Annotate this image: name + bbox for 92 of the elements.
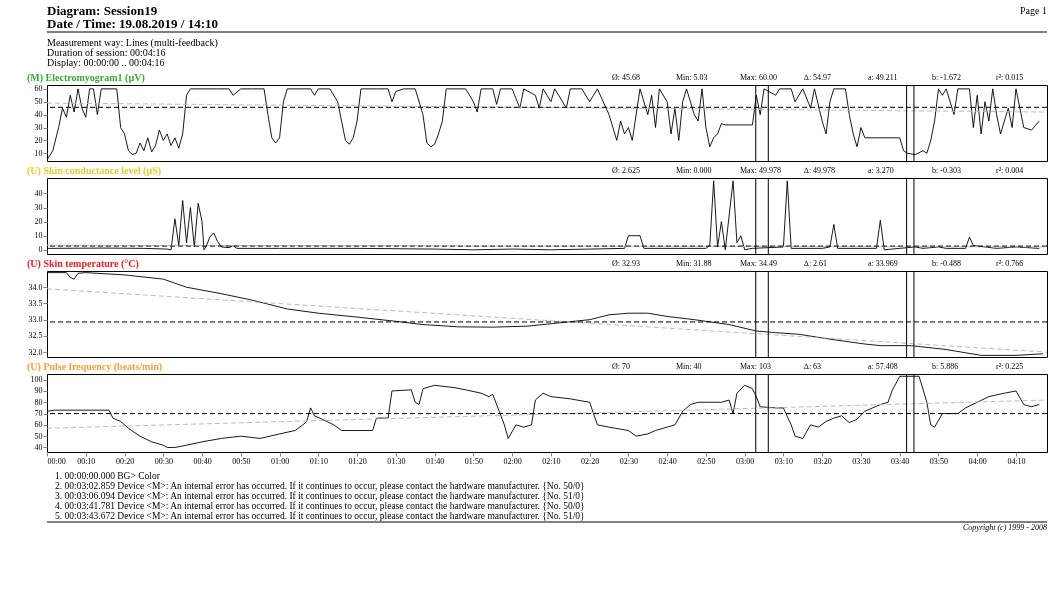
y-tick-label: 100 <box>30 375 43 385</box>
text: Max: 49.978 <box>740 166 781 175</box>
text: ∆: 49.978 <box>804 166 836 175</box>
y-tick-label: 33.0 <box>28 315 43 325</box>
x-tick-label: 01:40 <box>425 456 445 466</box>
x-tick-label: 00:30 <box>154 456 173 466</box>
x-tick-label: 02:20 <box>581 456 600 466</box>
y-tick-label: 34.0 <box>28 282 43 292</box>
y-tick-label: 40 <box>34 442 43 452</box>
x-tick-label: 00:10 <box>77 456 96 466</box>
x-tick-label: 01:10 <box>309 456 328 466</box>
x-tick-label: 01:20 <box>348 456 367 466</box>
y-tick-label: 90 <box>34 386 43 396</box>
x-tick-label: 00:20 <box>115 456 135 466</box>
text: Min: 0.000 <box>676 166 712 175</box>
text: b: -0.488 <box>932 259 961 268</box>
x-tick-label: 01:50 <box>464 456 483 466</box>
x-tick-label: 00:40 <box>193 456 212 466</box>
y-tick-label: 40 <box>34 188 43 198</box>
text: 1. 00:00:00.000 BG> Color <box>55 471 161 481</box>
y-tick-label: 30 <box>34 123 43 133</box>
text: b: 5.886 <box>932 362 959 371</box>
text: Copyright (c) 1999 - 2008 <box>963 523 1047 532</box>
x-tick-label: 04:00 <box>968 456 987 466</box>
x-tick-label: 02:40 <box>658 456 677 466</box>
text: 3. 00:03:06.094 Device <M>: An internal error has occurred. If it continues to occur, please contact the hardware manufacturer. {No. 51/0} <box>55 491 585 501</box>
text: Display: 00:00:00 .. 00:04:16 <box>47 57 165 68</box>
x-tick-label: 03:20 <box>813 456 832 466</box>
x-tick-label: 01:00 <box>270 456 290 466</box>
text: r²: 0.015 <box>996 73 1024 82</box>
x-tick-label: 01:30 <box>387 456 406 466</box>
y-tick-label: 10 <box>34 231 43 241</box>
text: r²: 0.004 <box>996 166 1024 175</box>
x-tick-label: 02:30 <box>619 456 639 466</box>
y-tick-label: 33.5 <box>28 298 43 308</box>
text: 4. 00:03:41.781 Device <M>: An internal error has occurred. If it continues to occur, please contact the hardware manufacturer. {No. 50/0} <box>55 501 585 511</box>
text: a: 33.969 <box>868 259 898 268</box>
x-tick-label: 04:10 <box>1007 456 1026 466</box>
y-tick-label: 70 <box>34 409 43 419</box>
text: r²: 0.225 <box>996 362 1024 371</box>
y-tick-label: 32.0 <box>28 347 43 357</box>
text: Max: 60.00 <box>740 73 777 82</box>
text: Min: 31.88 <box>676 259 712 268</box>
text: Measurement way: Lines (multi-feedback) <box>47 37 218 49</box>
y-tick-label: 30 <box>34 203 43 213</box>
x-tick-label: 02:00 <box>503 456 522 466</box>
x-tick-label: 03:00 <box>736 456 755 466</box>
text: Max: 103 <box>740 362 771 371</box>
text: Diagram: Session19 <box>47 3 158 18</box>
y-tick-label: 20 <box>34 135 43 145</box>
y-tick-label: 60 <box>34 84 43 94</box>
y-tick-label: 50 <box>34 97 43 107</box>
text: Ø: 70 <box>612 362 630 371</box>
text: ∆: 54.97 <box>804 73 832 82</box>
y-tick-label: 0 <box>38 245 43 255</box>
x-tick-label: 03:40 <box>891 456 910 466</box>
text: Min: 5.03 <box>676 73 708 82</box>
chart-title: (U) Skin temperature (°C) <box>27 258 139 270</box>
x-tick-label: 03:50 <box>929 456 949 466</box>
y-tick-label: 60 <box>34 420 43 430</box>
y-tick-label: 40 <box>34 110 43 120</box>
text: Max: 34.49 <box>740 259 777 268</box>
text: r²: 0.766 <box>996 259 1024 268</box>
x-tick-label: 03:10 <box>774 456 794 466</box>
text: Ø: 2.625 <box>612 166 640 175</box>
text: Ø: 32.93 <box>612 259 640 268</box>
text: 2. 00:03:02.859 Device <M>: An internal error has occurred. If it continues to occur, please contact the hardware manufacturer. {No. 50/0} <box>55 481 585 491</box>
y-tick-label: 20 <box>34 217 43 227</box>
text: Duration of session: 00:04:16 <box>47 47 166 58</box>
chart-title: (U) Skin conductance level (µS) <box>27 165 162 177</box>
text: a: 3.270 <box>868 166 894 175</box>
x-tick-label: 00:00 <box>47 456 66 466</box>
y-tick-label: 50 <box>34 431 43 441</box>
chart-title: (U) Pulse frequency (beats/min) <box>27 361 163 373</box>
text: Ø: 45.68 <box>612 73 640 82</box>
text: Page 1 <box>1020 5 1047 16</box>
y-tick-label: 80 <box>34 397 43 407</box>
text: 5. 00:03:43.672 Device <M>: An internal error has occurred. If it continues to occur, please contact the hardware manufacturer. {No. 51/0} <box>55 511 585 521</box>
x-tick-label: 02:10 <box>542 456 561 466</box>
text: ∆: 2.61 <box>804 259 828 268</box>
x-tick-label: 02:50 <box>697 456 716 466</box>
text: a: 49.211 <box>868 73 898 82</box>
x-tick-label: 03:30 <box>852 456 871 466</box>
text: a: 57.408 <box>868 362 898 371</box>
text: b: -1.672 <box>932 73 961 82</box>
text: ∆: 63 <box>804 362 822 371</box>
chart-title: (M) Electromyogram1 (µV) <box>27 72 145 84</box>
y-tick-label: 10 <box>34 148 43 158</box>
x-tick-label: 00:50 <box>232 456 251 466</box>
y-tick-label: 32.5 <box>28 331 43 341</box>
text: Min: 40 <box>676 362 702 371</box>
text: b: -0.303 <box>932 166 961 175</box>
